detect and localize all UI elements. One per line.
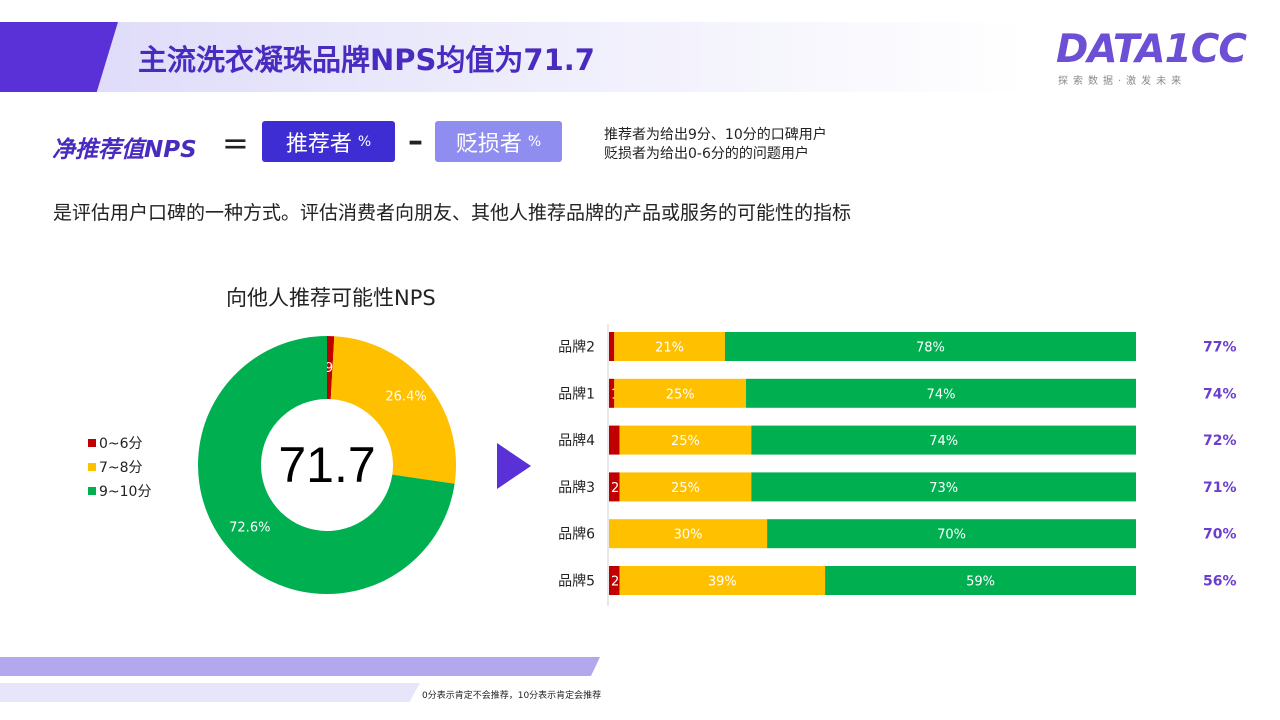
detractor-label: 贬损者	[455, 131, 522, 157]
bar-value-label: 25%	[666, 387, 695, 402]
bar-segment	[609, 332, 615, 361]
bar-category-label: 品牌3	[558, 479, 595, 496]
bar-category-label: 品牌4	[558, 432, 595, 449]
bar-nps-label: 74%	[1203, 386, 1237, 402]
stacked-bar-chart: 品牌221%78%77%品牌11%25%74%74%品牌425%74%72%品牌…	[558, 324, 1237, 606]
bar-value-label: 25%	[671, 481, 700, 496]
header-band	[0, 22, 1030, 92]
bar-segment	[614, 378, 747, 408]
footer-band-bottom	[0, 683, 420, 702]
nps-description: 是评估用户口碑的一种方式。评估消费者向朋友、其他人推荐品牌的产品或服务的可能性的…	[53, 202, 852, 224]
legend-swatch	[88, 463, 96, 471]
bar-value-label: 25%	[671, 434, 700, 449]
bar-value-label: 74%	[929, 434, 958, 449]
legend-label: 9~10分	[99, 484, 152, 500]
minus-sign: –	[408, 124, 423, 159]
bar-nps-label: 70%	[1203, 527, 1237, 543]
bar-value-label: 70%	[937, 528, 966, 543]
detractor-box: 贬损者%	[435, 121, 562, 162]
brand-logo: DATA1CC 探索数据·激发未来	[1056, 27, 1247, 90]
legend-label: 7~8分	[99, 460, 143, 476]
bar-segment	[767, 519, 1136, 549]
bar-segment	[746, 378, 1136, 408]
bar-segment	[614, 332, 725, 361]
nps-label: 净推荐值NPS	[52, 137, 197, 163]
donut-slice	[327, 336, 335, 400]
bar-segment	[619, 425, 752, 455]
bar-nps-label: 72%	[1203, 433, 1237, 449]
promoter-definition: 推荐者为给出9分、10分的口碑用户	[604, 127, 827, 143]
bar-category-label: 品牌6	[558, 526, 595, 543]
bar-segment	[619, 472, 752, 502]
bar-category-label: 品牌1	[558, 385, 595, 402]
page-title: 主流洗衣凝珠品牌NPS均值为71.7	[138, 43, 595, 77]
bar-category-label: 品牌2	[558, 339, 595, 356]
promoter-box: 推荐者%	[262, 121, 395, 162]
bar-segment	[724, 332, 1136, 361]
donut-slice-label: 26.4%	[385, 390, 426, 405]
bar-segment	[609, 425, 620, 455]
bar-segment	[751, 425, 1136, 455]
bar-value-label: 59%	[966, 575, 995, 590]
legend-swatch	[88, 487, 96, 495]
bar-value-label: 39%	[708, 575, 737, 590]
legend-label: 0~6分	[99, 436, 143, 452]
detractor-definition: 贬损者为给出0-6分的的问题用户	[604, 146, 809, 162]
logo-text: DATA1CC	[1056, 27, 1247, 72]
bar-segment	[619, 566, 826, 595]
legend-swatch	[88, 439, 96, 447]
logo-tagline: 探索数据·激发未来	[1058, 76, 1187, 87]
bar-segment	[825, 566, 1136, 595]
donut-center-value: 71.7	[278, 437, 375, 493]
bar-category-label: 品牌5	[558, 573, 595, 590]
legend-item: 9~10分	[88, 479, 151, 503]
promoter-label: 推荐者	[285, 131, 352, 157]
bar-segment	[609, 378, 615, 408]
bar-segment	[609, 472, 620, 502]
detractor-pct-symbol: %	[527, 133, 542, 150]
bar-value-label: 73%	[929, 481, 958, 496]
bar-value-label: 78%	[916, 341, 945, 356]
donut-slice	[330, 336, 456, 484]
header-accent-shape	[0, 22, 118, 92]
donut-chart: 0.9%26.4%72.6%71.7	[197, 336, 456, 594]
donut-chart-title: 向他人推荐可能性NPS	[226, 286, 436, 310]
bar-segment	[609, 566, 620, 595]
donut-slice	[197, 336, 455, 594]
bar-nps-label: 77%	[1203, 340, 1237, 356]
bar-segment	[609, 519, 768, 549]
bar-segment	[751, 472, 1136, 502]
equals-sign: =	[222, 124, 249, 162]
right-arrow-icon	[497, 443, 531, 489]
legend-item: 7~8分	[88, 455, 151, 479]
donut-legend: 0~6分 7~8分 9~10分	[88, 431, 151, 503]
promoter-pct-symbol: %	[357, 133, 372, 150]
bar-value-label: 74%	[927, 387, 956, 402]
footer-note: 0分表示肯定不会推荐，10分表示肯定会推荐	[422, 691, 602, 701]
footer-band-top	[0, 657, 600, 676]
bar-value-label: 30%	[674, 528, 703, 543]
donut-slice-label: 72.6%	[229, 521, 270, 536]
bar-nps-label: 71%	[1203, 480, 1237, 496]
bar-value-label: 21%	[655, 341, 684, 356]
legend-item: 0~6分	[88, 431, 151, 455]
bar-nps-label: 56%	[1203, 574, 1237, 590]
